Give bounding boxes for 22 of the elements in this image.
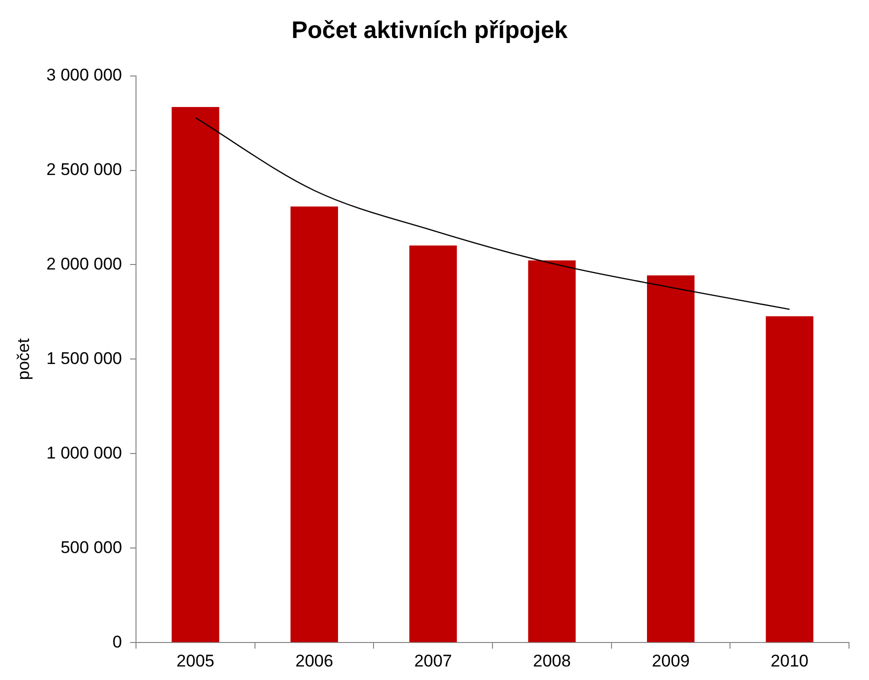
y-tick-label: 1 500 000 [46,348,122,368]
x-tick-label: 2008 [533,651,571,670]
x-tick-label: 2007 [414,651,452,670]
y-tick-label: 2 000 000 [46,254,122,274]
bar [409,245,457,642]
bar [528,260,576,642]
y-tick-label: 2 500 000 [46,160,122,179]
y-tick-label: 3 000 000 [46,65,122,84]
x-tick-label: 2009 [652,651,690,670]
y-tick-label: 500 000 [60,538,122,557]
x-tick-label: 2006 [295,651,334,670]
y-tick-label: 1 000 000 [46,443,122,462]
y-tick-label: 0 [112,632,122,652]
x-tick-label: 2010 [770,651,808,670]
x-tick-label: 2005 [176,651,214,670]
chart-title: Počet aktivních přípojek [291,17,568,44]
y-axis-title: počet [14,338,33,380]
bar [290,206,338,642]
line-series [194,117,790,310]
bar [766,316,814,642]
bar [646,275,695,642]
bar [172,106,220,642]
